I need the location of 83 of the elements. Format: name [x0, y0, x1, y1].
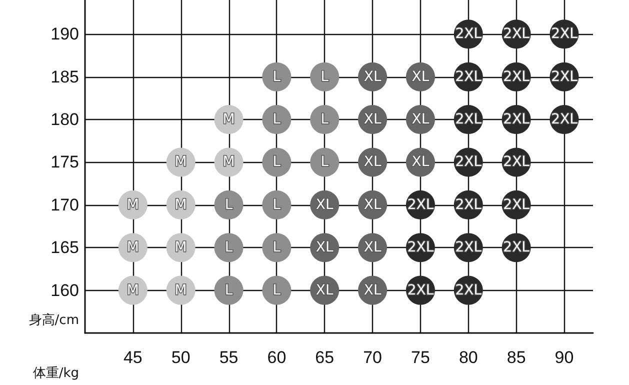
text: XL [364, 68, 382, 85]
y-tick-label: 180 [50, 110, 79, 130]
x-tick-label: 60 [267, 348, 286, 367]
point [310, 105, 340, 134]
text: 2XL [407, 282, 434, 298]
point [214, 233, 244, 262]
point [262, 62, 292, 92]
y-tick-label: 190 [50, 24, 79, 44]
text: 2XL [551, 26, 578, 42]
text: XL [364, 282, 382, 298]
text: XL [316, 240, 334, 256]
x-tick-label: 50 [171, 348, 190, 367]
text: 2XL [551, 68, 578, 85]
x-tick-label: 85 [506, 348, 526, 367]
text: L [272, 112, 281, 128]
text: L [272, 240, 281, 256]
point [310, 148, 340, 177]
text: XL [412, 154, 430, 170]
y-axis-title: 身高/cm [28, 312, 79, 328]
text: L [272, 68, 281, 85]
series-label: XL [316, 282, 334, 298]
text: XL [364, 154, 382, 170]
point [262, 233, 292, 262]
text: M [174, 154, 187, 170]
text: XL [364, 112, 382, 128]
point [262, 276, 292, 305]
text: M [174, 282, 187, 298]
text: 2XL [455, 154, 482, 170]
text: XL [412, 112, 430, 128]
x-tick-label: 45 [123, 348, 142, 367]
text: L [272, 154, 281, 170]
text: L [224, 196, 233, 213]
text: 2XL [455, 112, 482, 128]
text: 2XL [503, 68, 530, 85]
text: L [272, 282, 281, 298]
text: 2XL [455, 68, 482, 85]
text: L [320, 68, 329, 85]
text: XL [316, 196, 334, 213]
y-tick-label: 165 [50, 238, 79, 258]
text: L [272, 196, 281, 213]
text: 2XL [503, 154, 530, 170]
point [262, 190, 292, 220]
series-label: L [224, 282, 233, 298]
series-label: 2XL [503, 196, 530, 213]
text: 2XL [503, 26, 530, 42]
text: 2XL [455, 282, 482, 298]
series-label: M [222, 112, 235, 128]
text: L [320, 154, 329, 170]
text: 2XL [407, 196, 434, 213]
y-tick-label: 175 [50, 152, 79, 172]
point [262, 105, 292, 134]
text: M [126, 196, 139, 213]
x-tick-label: 80 [458, 348, 478, 367]
y-tick-label: 160 [50, 280, 79, 300]
text: XL [364, 196, 382, 213]
point [214, 190, 244, 220]
y-tick-label: 170 [50, 195, 79, 214]
text: 2XL [455, 196, 482, 213]
x-axis-title: 体重/kg [32, 366, 79, 381]
text: 2XL [503, 240, 530, 256]
y-tick-label: 185 [50, 67, 79, 86]
text: M [126, 240, 139, 256]
point [310, 62, 340, 92]
point [262, 148, 292, 177]
text: 2XL [551, 112, 578, 128]
text: L [224, 240, 233, 256]
text: M [126, 282, 139, 298]
x-tick-label: 75 [411, 348, 430, 367]
text: 2XL [503, 112, 530, 128]
point [214, 276, 244, 305]
text: 2XL [455, 240, 482, 256]
text: XL [364, 240, 382, 256]
text: L [320, 112, 329, 128]
x-tick-label: 70 [363, 348, 382, 367]
text: XL [412, 68, 430, 85]
text: M [174, 240, 187, 256]
x-tick-label: 55 [219, 348, 238, 367]
x-tick-label: 90 [554, 348, 574, 367]
x-tick-label: 65 [315, 348, 334, 367]
text: M [174, 196, 187, 213]
text: M [222, 154, 235, 170]
text: 2XL [407, 240, 434, 256]
text: 2XL [455, 26, 482, 42]
